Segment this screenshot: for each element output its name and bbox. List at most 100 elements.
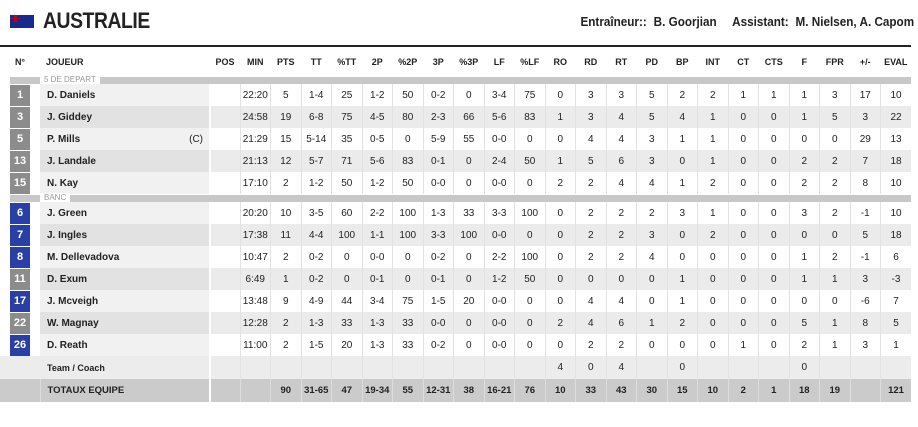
coach-label: Entraîneur:: [580, 14, 648, 29]
column-header-17[interactable]: BP [667, 45, 698, 76]
column-header-2[interactable]: POS [210, 45, 240, 76]
stat-lf: 1-2 [483, 268, 515, 290]
player-name-text[interactable]: J. Green [47, 207, 88, 219]
player-row[interactable]: 26 D. Reath 11:00 2 1-5 20 1-3 33 0-2 0 0-0 0 0 2 2 0 0 0… [0, 334, 911, 356]
player-name[interactable]: J. Giddey [40, 106, 211, 128]
column-header-15[interactable]: RT [606, 45, 637, 76]
stat-lf: 2-2 [483, 246, 515, 268]
player-name[interactable]: P. Mills (C) [40, 128, 211, 150]
player-name-text[interactable]: D. Daniels [47, 89, 96, 101]
stat-xtt: 50 [331, 172, 362, 194]
stat-xtt: 0 [331, 268, 362, 290]
team-row-stat [697, 356, 728, 379]
player-name[interactable]: M. Dellevadova [40, 246, 211, 268]
player-name[interactable]: J. Green [40, 202, 211, 224]
stat-ro: 0 [544, 268, 576, 290]
totals-row-stat: 30 [636, 379, 667, 402]
column-header-0[interactable]: N° [0, 45, 40, 76]
stat-pd: 5 [636, 106, 667, 128]
player-name-text[interactable]: D. Exum [47, 273, 88, 285]
section-bar: BANC [10, 192, 911, 203]
stat-f: 0 [788, 224, 820, 246]
stat-min: 17:38 [239, 224, 271, 246]
player-row[interactable]: 22 W. Magnay 12:28 2 1-3 33 1-3 33 0-0 0 0-0 0 2 4 6 1 2… [0, 312, 911, 334]
player-name-text[interactable]: D. Reath [47, 339, 88, 351]
section-row: BANC [0, 192, 911, 203]
stat-rd: 2 [575, 246, 606, 268]
column-header-18[interactable]: INT [697, 45, 728, 76]
column-header-3[interactable]: MIN [240, 45, 271, 76]
column-header-12[interactable]: %LF [514, 45, 545, 76]
player-row[interactable]: 5 P. Mills (C) 21:29 15 5-14 35 0-5 0 5-9 55 0-0 0 0 4… [0, 128, 911, 150]
column-header-11[interactable]: LF [484, 45, 515, 76]
player-name-text[interactable]: P. Mills [47, 133, 81, 145]
stat-xtt: 71 [331, 150, 362, 172]
column-header-23[interactable]: +/- [850, 45, 881, 76]
player-name[interactable]: J. Ingles [40, 224, 211, 246]
column-header-14[interactable]: RD [575, 45, 606, 76]
player-row[interactable]: 3 J. Giddey 24:58 19 6-8 75 4-5 80 2-3 66 5-6 83 1 3 4… [0, 106, 911, 128]
stat-cts: 0 [758, 224, 789, 246]
player-name[interactable]: D. Exum [40, 268, 211, 290]
stat-xlf: 0 [514, 290, 545, 312]
column-header-10[interactable]: %3P [453, 45, 484, 76]
stat-fpr: 1 [819, 334, 850, 356]
player-name[interactable]: N. Kay [40, 172, 211, 194]
player-name-text[interactable]: W. Magnay [47, 317, 99, 329]
stat-bp: 4 [666, 106, 698, 128]
column-header-7[interactable]: 2P [362, 45, 393, 76]
column-header-19[interactable]: CT [728, 45, 759, 76]
totals-row-stat: 2 [727, 379, 759, 402]
player-row[interactable]: 8 M. Dellevadova 10:47 2 0-2 0 0-0 0 0-2 0 2-2 100 0… [0, 246, 911, 268]
totals-row-stat [239, 379, 271, 402]
player-name-text[interactable]: J. Mcveigh [47, 295, 99, 307]
player-name-text[interactable]: J. Ingles [47, 229, 88, 241]
column-header-20[interactable]: CTS [758, 45, 789, 76]
team-row-stat: 0 [788, 356, 820, 379]
stat-bp: 1 [666, 172, 698, 194]
player-row[interactable]: 1 D. Daniels 22:20 5 1-4 25 1-2 50 0-2 0 3-4 75 0 3 3 5… [0, 84, 911, 106]
player-row[interactable]: 17 J. Mcveigh 13:48 9 4-9 44 3-4 75 1-5 20 0-0 0 0 4 4… [0, 290, 911, 312]
player-name[interactable]: J. Landale [40, 150, 211, 172]
column-header-6[interactable]: %TT [331, 45, 362, 76]
stat-xxx: 17 [849, 84, 881, 106]
player-row[interactable]: 15 N. Kay 17:10 2 1-2 50 1-2 50 0-0 0 0-0 0 2 2 4 4 1 2 0 0… [0, 172, 911, 194]
player-row[interactable]: 13 J. Landale 21:13 12 5-7 71 5-6 83 0-1 0 2-4 50 1 5… [0, 150, 911, 172]
player-name[interactable]: J. Mcveigh [40, 290, 211, 312]
stat-ro: 0 [544, 202, 576, 224]
column-header-9[interactable]: 3P [423, 45, 454, 76]
player-name[interactable]: D. Daniels [40, 84, 211, 106]
stat-cts: 0 [758, 202, 789, 224]
player-name[interactable]: W. Magnay [40, 312, 211, 334]
stat-int: 1 [697, 150, 728, 172]
player-row[interactable]: 7 J. Ingles 17:38 11 4-4 100 1-1 100 3-3 100 0-0 0 0… [0, 224, 911, 246]
stat-ct: 0 [727, 172, 759, 194]
totals-row-stat: 47 [331, 379, 362, 402]
jersey-number: 3 [10, 106, 30, 128]
column-header-24[interactable]: EVAL [880, 45, 911, 76]
column-header-22[interactable]: FPR [819, 45, 850, 76]
stat-int: 0 [697, 334, 728, 356]
stat-x2p: 50 [392, 84, 423, 106]
stat-fpr: 0 [819, 128, 850, 150]
stat-x3p: 0 [453, 312, 484, 334]
column-header-13[interactable]: RO [545, 45, 576, 76]
column-header-21[interactable]: F [789, 45, 820, 76]
player-name-text[interactable]: J. Landale [47, 155, 96, 167]
player-name[interactable]: D. Reath [40, 334, 211, 356]
totals-row-stat: 10 [544, 379, 576, 402]
column-header-5[interactable]: TT [301, 45, 332, 76]
column-header-1[interactable]: JOUEUR [40, 45, 210, 76]
player-row[interactable]: 11 D. Exum 6:49 1 0-2 0 0-1 0 0-1 0 1-2 50 0 0 0 0 1 0 0 0 1… [0, 268, 911, 290]
player-name-text[interactable]: J. Giddey [47, 111, 93, 123]
stat-tt: 1-2 [300, 172, 332, 194]
team-row-stat [880, 356, 911, 379]
stat-rd: 3 [575, 106, 606, 128]
column-header-16[interactable]: PD [636, 45, 667, 76]
column-header-8[interactable]: %2P [392, 45, 423, 76]
player-row[interactable]: 6 J. Green 20:20 10 3-5 60 2-2 100 1-3 33 3-3 100 0 2… [0, 202, 911, 224]
player-name-text[interactable]: M. Dellevadova [47, 251, 120, 263]
position-cell [210, 172, 240, 194]
column-header-4[interactable]: PTS [270, 45, 301, 76]
player-name-text[interactable]: N. Kay [47, 177, 79, 189]
